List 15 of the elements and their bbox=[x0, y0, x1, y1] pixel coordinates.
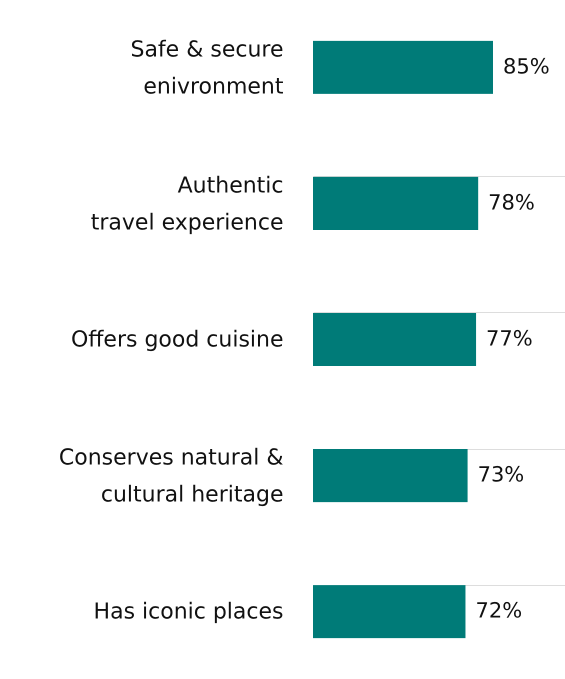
bar bbox=[313, 176, 478, 230]
y-tick-label: Has iconic places bbox=[94, 600, 284, 625]
data-label: 78% bbox=[488, 190, 535, 214]
y-tick-label: Offers good cuisine bbox=[70, 328, 284, 352]
y-tick-label: Conserves natural & cultural heritage bbox=[58, 446, 284, 508]
data-label: 85% bbox=[503, 54, 550, 78]
bar bbox=[313, 312, 476, 366]
data-label: 77% bbox=[486, 326, 533, 350]
y-tick-label: Safe & secure enivronment bbox=[130, 37, 284, 100]
bar bbox=[313, 449, 468, 502]
data-label: 73% bbox=[478, 462, 524, 487]
bar bbox=[313, 40, 493, 94]
y-tick-label: Authentic travel experience bbox=[90, 173, 284, 236]
bar bbox=[313, 585, 466, 638]
data-label: 72% bbox=[475, 598, 522, 623]
